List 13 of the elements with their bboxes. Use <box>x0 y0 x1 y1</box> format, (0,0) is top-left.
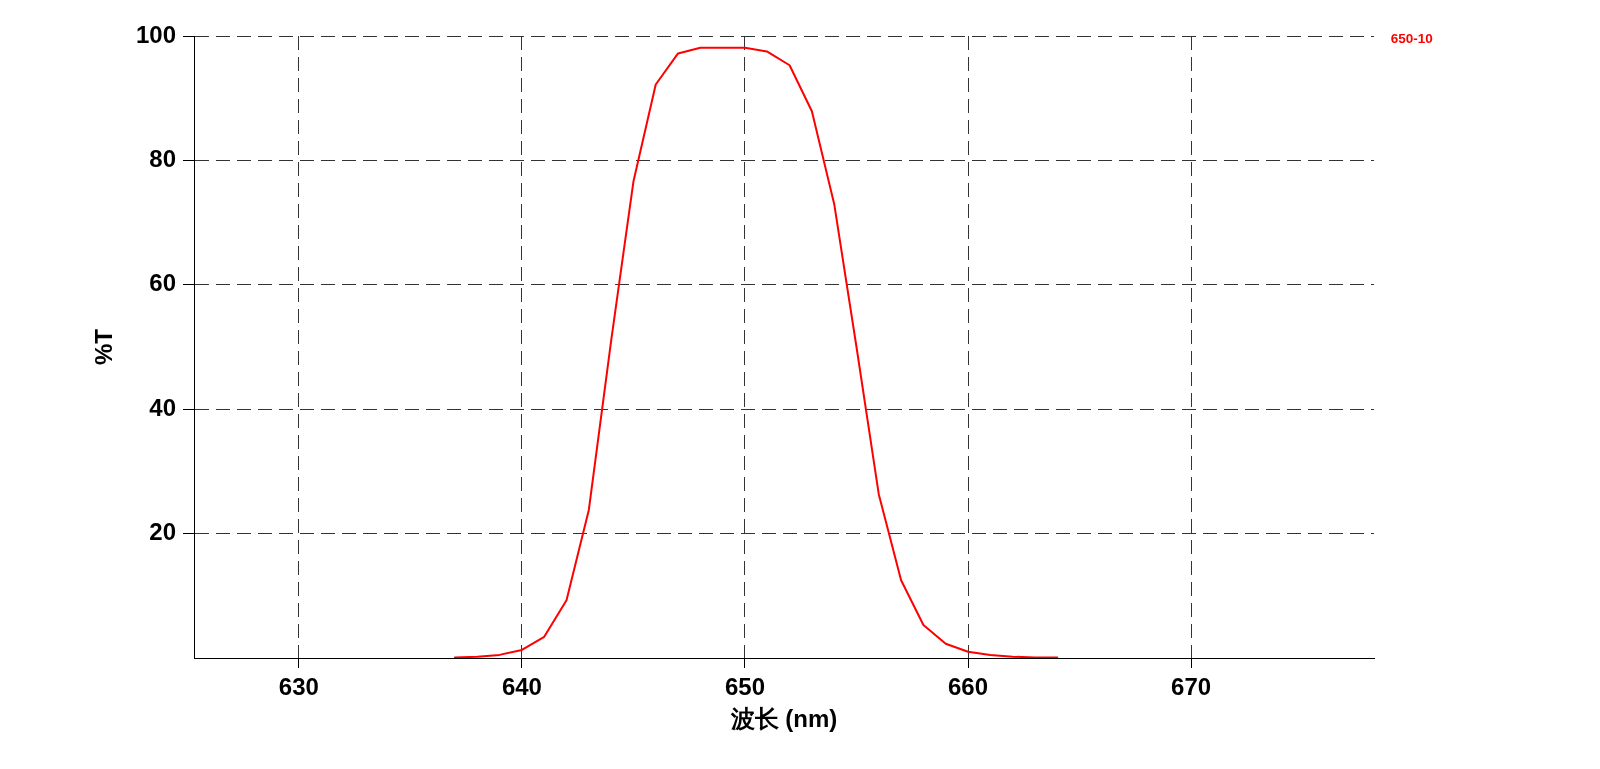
x-tick-label: 660 <box>948 673 989 701</box>
y-axis-title: %T <box>89 328 117 365</box>
y-tick-label: 100 <box>135 20 176 48</box>
x-tick-label: 650 <box>724 673 765 701</box>
y-tick-label: 20 <box>149 518 176 546</box>
text: 650-10 <box>1390 31 1433 47</box>
x-tick-label: 640 <box>501 673 542 701</box>
y-tick-label: 40 <box>149 393 176 421</box>
x-tick-label: 670 <box>1171 673 1212 701</box>
y-tick-label: 80 <box>149 145 176 173</box>
x-axis-title: 波长 (nm) <box>729 705 838 733</box>
y-tick-label: 60 <box>149 269 176 297</box>
x-tick-label: 630 <box>278 673 319 701</box>
